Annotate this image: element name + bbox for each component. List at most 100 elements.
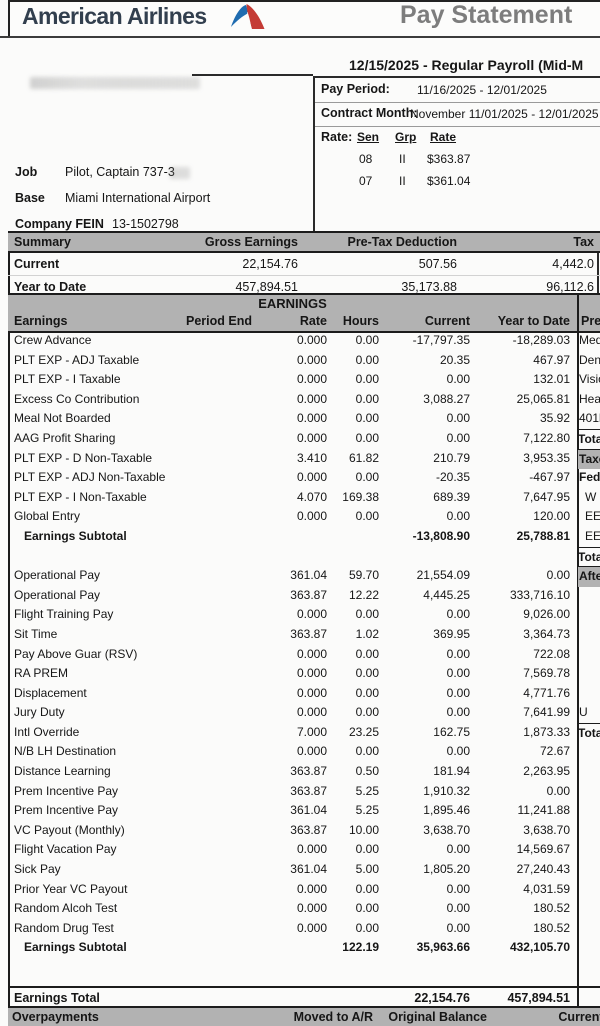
earnings-row: Excess Co Contribution 0.000 0.00 3,088.27 2… (8, 390, 600, 410)
overpayments-label: Overpayments (12, 1010, 99, 1024)
earnings-cell-hours: 0.00 (355, 685, 379, 700)
header-rule (192, 74, 313, 76)
side-column-cell: Fede (579, 470, 600, 485)
earnings-cell-cur: 0.00 (446, 705, 470, 720)
earnings-cell-label: Jury Duty (14, 705, 65, 720)
earnings-cell-cur: 1,910.32 (423, 783, 470, 798)
side-column-cell: EE (585, 509, 600, 524)
earnings-cell-hours: 1.02 (355, 626, 379, 641)
earnings-cell-ytd: 0.00 (546, 568, 570, 583)
earnings-cell-rate: 0.000 (296, 685, 327, 700)
earnings-cell-rate: 0.000 (296, 333, 327, 347)
overpayments-moved-to-ar: Moved to A/R (293, 1010, 373, 1024)
earnings-cell-ytd: 4,771.76 (523, 685, 570, 700)
earnings-cell-rate: 361.04 (290, 568, 327, 583)
statement-title: 12/15/2025 - Regular Payroll (Mid-M (349, 57, 584, 73)
earnings-cell-ytd: 7,122.80 (523, 430, 570, 445)
earnings-cell-cur: 0.00 (446, 607, 470, 622)
earnings-cell-label: Displacement (14, 685, 87, 700)
contract-month-row: Contract Month: November 11/01/2025 - 12… (315, 103, 600, 127)
summary-pretax-value: 507.56 (418, 257, 457, 271)
earnings-section-title: EARNINGS (258, 296, 327, 311)
earnings-cell-label: Prior Year VC Payout (14, 881, 128, 896)
earnings-cell-rate: 0.000 (296, 372, 327, 387)
earnings-row: Sit Time 363.87 1.02 369.95 3,364.73 (8, 625, 600, 645)
earnings-cell-ytd: 25,788.81 (516, 528, 570, 543)
earnings-cell-hours: 0.00 (355, 411, 379, 426)
earnings-cell-cur: 4,445.25 (423, 587, 470, 602)
earnings-row: PLT EXP - ADJ Taxable 0.000 0.00 20.35 467.9… (8, 351, 600, 371)
earnings-cell-hours: 169.38 (342, 489, 379, 504)
earnings-cell-hours: 23.25 (348, 724, 379, 739)
earnings-cell-rate: 363.87 (290, 783, 327, 798)
contract-month-value: November 11/01/2025 - 12/01/2025 (410, 107, 599, 121)
side-column-cell: Tota (578, 428, 600, 450)
earnings-cell-hours: 0.00 (355, 607, 379, 622)
earnings-cell-ytd: 0.00 (546, 783, 570, 798)
earnings-row: Distance Learning 363.87 0.50 181.94 2,263.9… (8, 762, 600, 782)
earnings-cell-ytd: 25,065.81 (516, 391, 570, 406)
earnings-cell-cur: 0.00 (446, 509, 470, 524)
earnings-cell-rate: 0.000 (296, 920, 327, 935)
company-fein-label: Company FEIN (15, 217, 104, 231)
earnings-cell-cur: 0.00 (446, 744, 470, 759)
earnings-total-label: Earnings Total (14, 991, 100, 1005)
earnings-cell-rate: 0.000 (296, 470, 327, 485)
earnings-cell-ytd: 132.01 (533, 372, 570, 387)
summary-table: Summary Gross Earnings Pre-Tax Deduction… (8, 231, 600, 298)
col-side-pretax: Pre- (581, 314, 600, 328)
earnings-cell-cur: 21,554.09 (416, 568, 470, 583)
earnings-cell-cur: 0.00 (446, 901, 470, 916)
earnings-cell-cur: 0.00 (446, 881, 470, 896)
earnings-cell-cur: 369.95 (433, 626, 470, 641)
earnings-cell-label: Global Entry (14, 509, 81, 524)
summary-header-gross: Gross Earnings (204, 235, 298, 249)
earnings-cell-cur: 0.00 (446, 666, 470, 681)
side-column-divider (577, 293, 579, 1006)
earnings-cell-hours: 0.00 (355, 391, 379, 406)
side-column-cell: Taxe (578, 448, 600, 470)
earnings-cell-label: Flight Vacation Pay (14, 842, 117, 857)
earnings-row: Intl Override 7.000 23.25 162.75 1,873.33 Tot… (8, 722, 600, 743)
earnings-cell-hours: 10.00 (348, 822, 379, 837)
earnings-row: Operational Pay 363.87 12.22 4,445.25 333,71… (8, 586, 600, 606)
earnings-cell-ytd: 7,641.99 (523, 705, 570, 720)
earnings-cell-label: PLT EXP - ADJ Non-Taxable (14, 470, 166, 485)
earnings-cell-rate: 0.000 (296, 666, 327, 681)
earnings-cell-cur: 1,805.20 (423, 862, 470, 877)
earnings-cell-ytd: 9,026.00 (523, 607, 570, 622)
earnings-cell-hours: 61.82 (348, 450, 379, 465)
rate-row-sen: 08 (359, 152, 373, 166)
rate-row-grp: II (399, 174, 406, 188)
earnings-cell-rate: 0.000 (296, 744, 327, 759)
earnings-cell-label: RA PREM (14, 666, 69, 681)
earnings-cell-ytd: 722.08 (533, 646, 570, 661)
earnings-cell-cur: 689.39 (433, 489, 470, 504)
redacted-employee-name (30, 77, 200, 89)
earnings-cell-rate: 0.000 (296, 901, 327, 916)
earnings-cell-label: Earnings Subtotal (24, 528, 127, 543)
earnings-cell-label: Excess Co Contribution (14, 391, 140, 406)
earnings-cell-rate: 0.000 (296, 881, 327, 896)
earnings-cell-ytd: 4,031.59 (523, 881, 570, 896)
col-hours: Hours (342, 314, 379, 328)
earnings-cell-hours: 0.50 (355, 764, 379, 779)
rate-row-grp: II (399, 152, 406, 166)
earnings-row: Random Alcoh Test 0.000 0.00 0.00 180.52 (8, 899, 600, 919)
earnings-row: AAG Profit Sharing 0.000 0.00 0.00 7,122.80 T… (8, 428, 600, 450)
rate-col-grp: Grp (395, 130, 417, 144)
earnings-cell-label: Prem Incentive Pay (14, 803, 119, 818)
earnings-row: Pay Above Guar (RSV) 0.000 0.00 0.00 722.08 (8, 645, 600, 665)
side-column-cell: EE (585, 528, 600, 543)
earnings-cell-hours: 122.19 (342, 940, 379, 955)
side-column-cell: Visio (579, 372, 600, 387)
earnings-cell-ytd: 3,638.70 (523, 822, 570, 837)
earnings-cell-ytd: 14,569.67 (516, 842, 570, 857)
earnings-cell-label: Intl Override (14, 724, 80, 739)
job-value: Pilot, Captain 737-3 (65, 165, 175, 179)
earnings-cell-rate: 0.000 (296, 705, 327, 720)
overpayments-current-balance: Current Re (558, 1010, 600, 1024)
earnings-cell-label: Operational Pay (14, 568, 101, 583)
earnings-row: Global Entry 0.000 0.00 0.00 120.00 EE (8, 507, 600, 527)
earnings-cell-label: AAG Profit Sharing (14, 430, 116, 445)
